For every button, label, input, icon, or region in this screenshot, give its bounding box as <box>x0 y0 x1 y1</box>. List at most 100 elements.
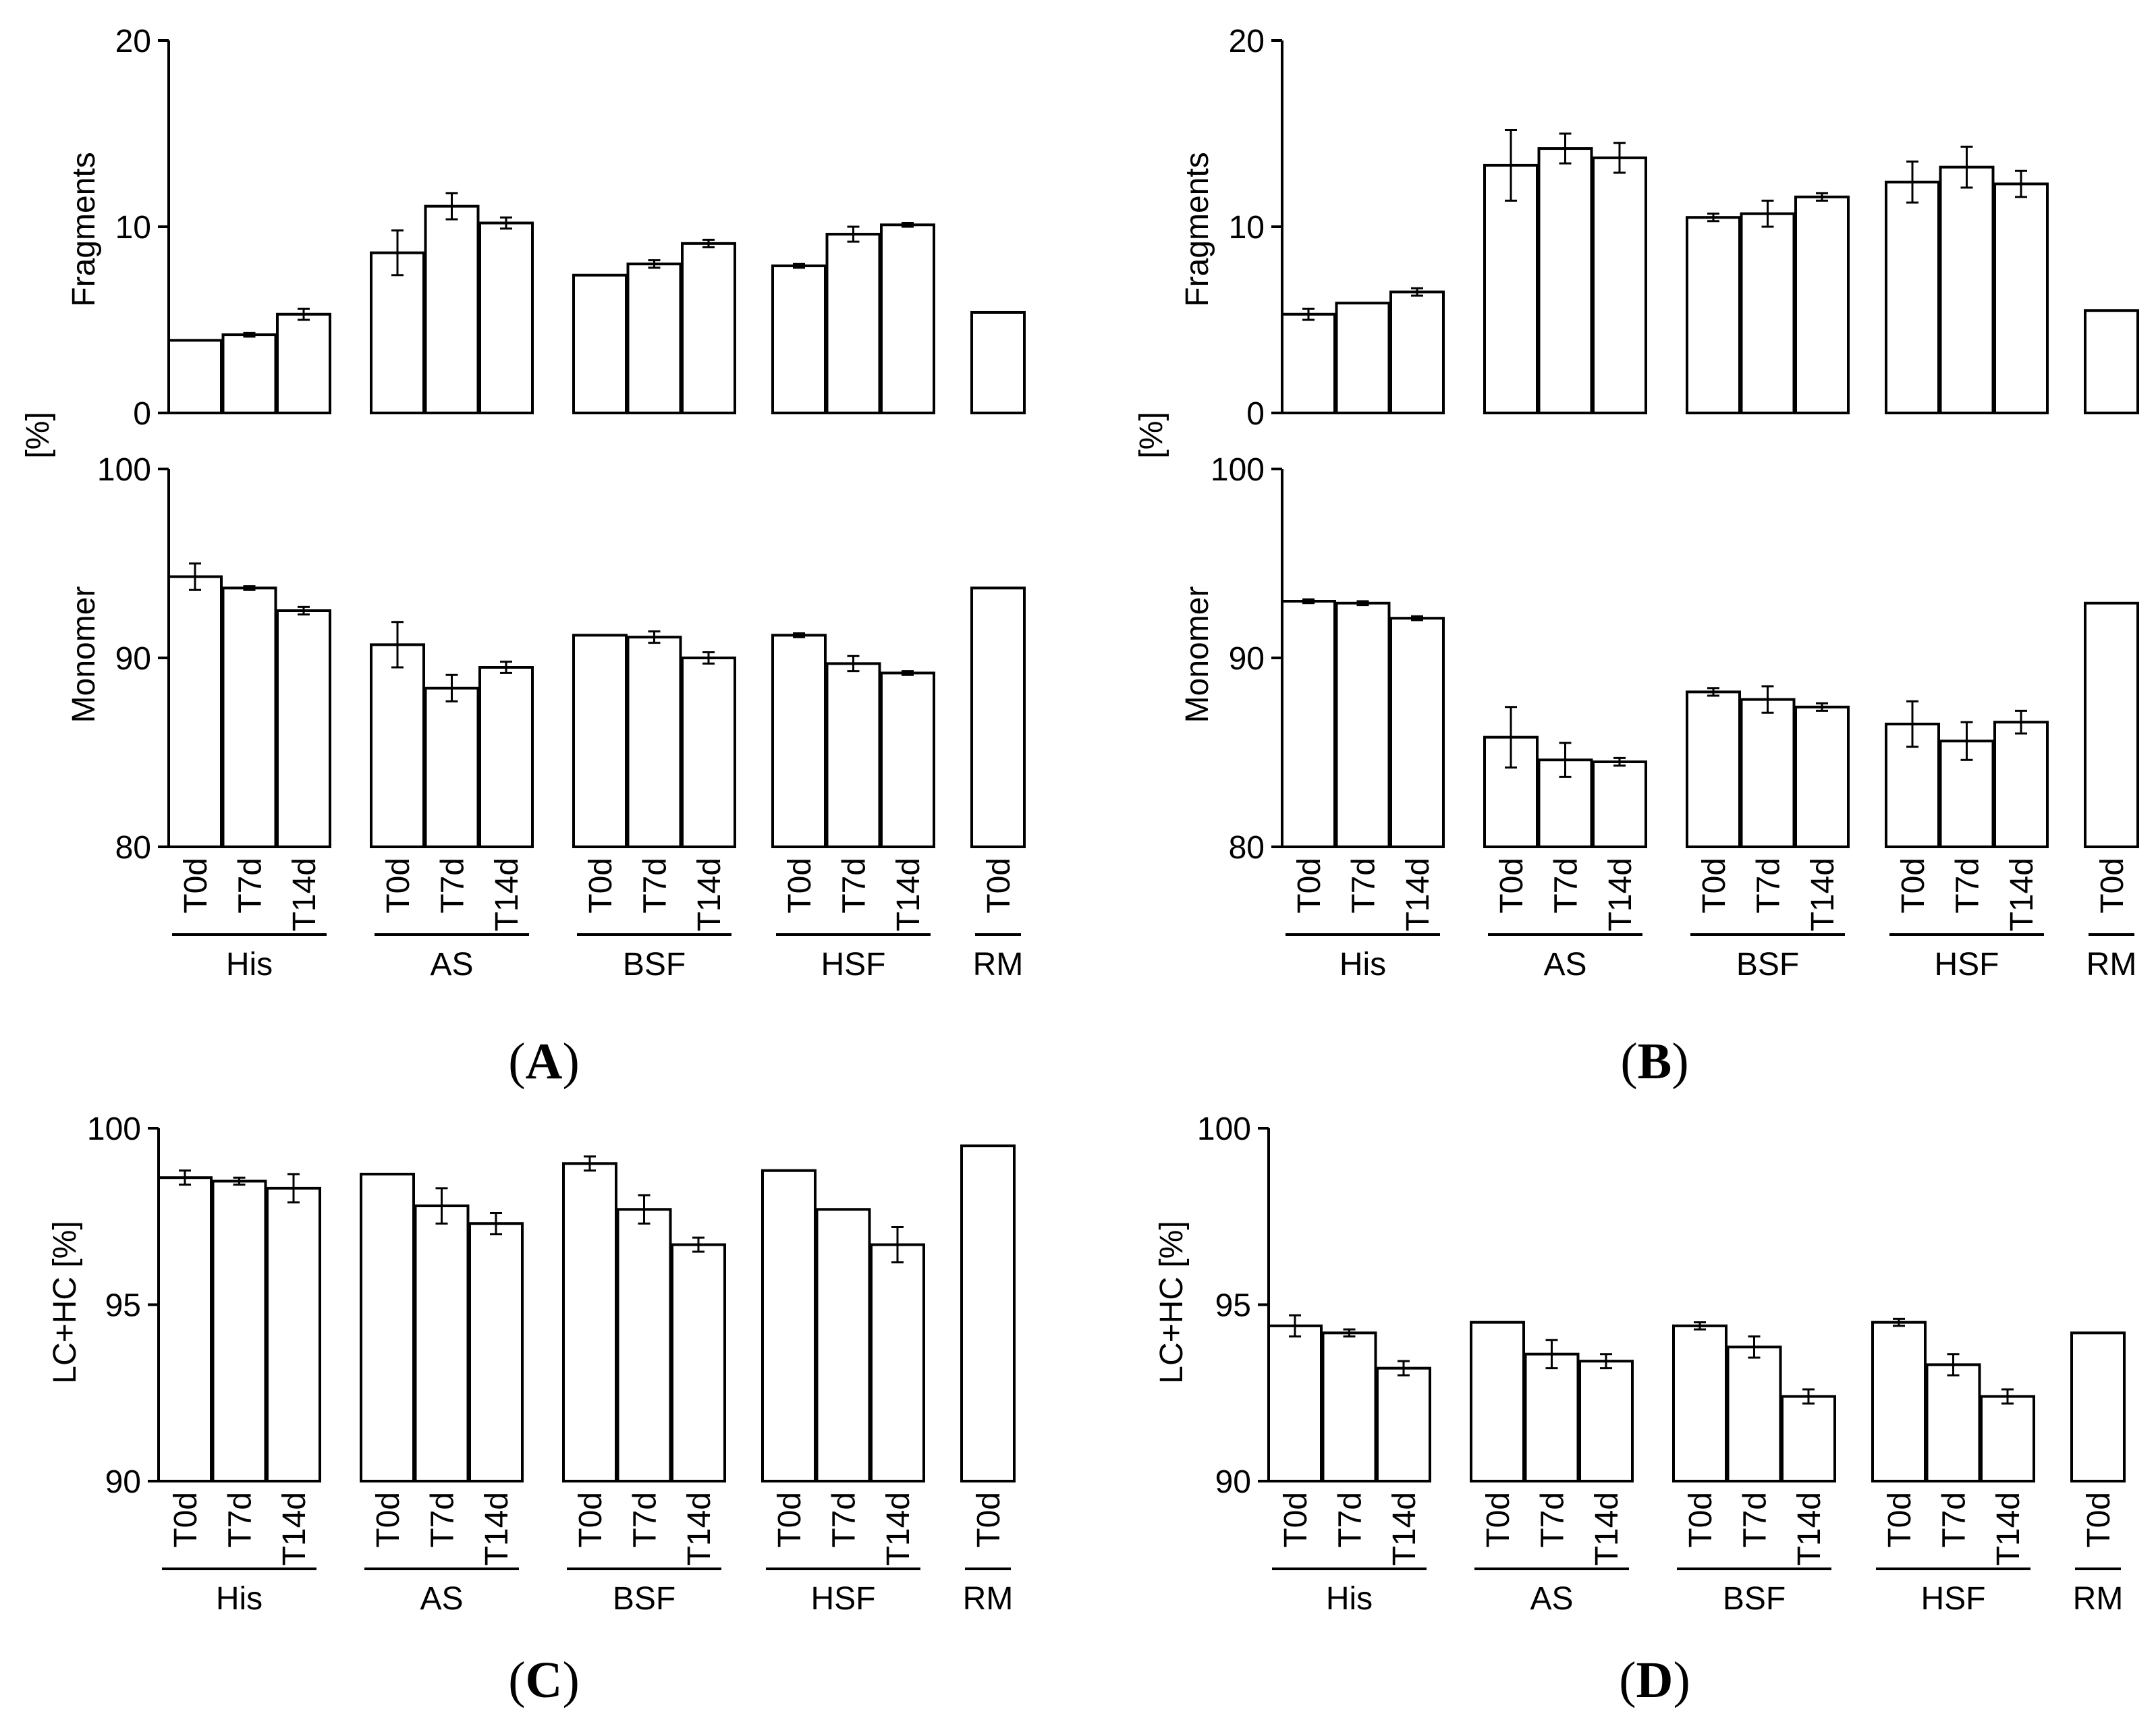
bar-a-monomer-11 <box>880 671 935 849</box>
x-tick-label-b-monomer: T14d <box>1603 858 1638 931</box>
x-tick-label-c-lchc: T14d <box>277 1492 312 1565</box>
bar-c-lchc-6 <box>562 1162 617 1483</box>
group-label-c-lchc: HSF <box>811 1581 876 1617</box>
y-tick-label-a-fragments: 20 <box>115 24 151 59</box>
group-label-d-lchc: HSF <box>1921 1581 1986 1617</box>
bar-b-fragments-5 <box>1592 156 1647 414</box>
bar-a-monomer-3 <box>370 643 425 849</box>
x-tick-label-a-monomer: T14d <box>692 858 727 931</box>
bar-a-fragments-2 <box>276 312 331 414</box>
x-tick-label-a-monomer: T0d <box>381 858 416 914</box>
group-label-c-lchc: His <box>216 1581 262 1617</box>
group-label-d-lchc: BSF <box>1723 1581 1786 1617</box>
x-tick-label-c-lchc: T7d <box>628 1492 663 1548</box>
panel-label-a: (A) <box>508 1033 580 1090</box>
x-tick-label-a-monomer: T14d <box>891 858 927 931</box>
x-tick-label-b-monomer: T7d <box>1950 858 1986 914</box>
group-label-b-monomer: HSF <box>1935 947 1999 982</box>
bar-d-lchc-3 <box>1470 1321 1525 1483</box>
y-tick-label-d-lchc: 100 <box>1197 1111 1251 1147</box>
bar-b-monomer-6 <box>1686 690 1741 849</box>
x-tick-label-d-lchc: T7d <box>1937 1492 1972 1548</box>
bar-a-monomer-6 <box>572 634 628 849</box>
bar-b-monomer-11 <box>1993 721 2049 848</box>
x-tick-label-a-monomer: T7d <box>837 858 873 914</box>
x-tick-label-c-lchc: T14d <box>682 1492 717 1565</box>
y-tick-label-c-lchc: 95 <box>105 1288 141 1324</box>
bar-c-lchc-3 <box>360 1172 415 1482</box>
x-tick-label-a-monomer: T7d <box>233 858 269 914</box>
bar-b-fragments-3 <box>1483 163 1539 414</box>
bar-a-monomer-12 <box>970 586 1026 849</box>
panel-label-d: (D) <box>1619 1652 1690 1709</box>
bar-c-lchc-0 <box>157 1176 213 1482</box>
bar-d-lchc-10 <box>1925 1363 1981 1483</box>
bar-b-fragments-2 <box>1389 290 1445 414</box>
bar-b-monomer-1 <box>1335 601 1391 848</box>
bar-a-monomer-0 <box>167 575 223 848</box>
bar-b-monomer-12 <box>2084 601 2139 848</box>
bar-c-lchc-8 <box>671 1243 726 1482</box>
ylabel-a-monomer: Monomer <box>66 586 102 723</box>
ylabel-b-fragments: Fragments <box>1180 152 1215 306</box>
bar-d-lchc-11 <box>1980 1395 2035 1482</box>
x-tick-label-a-monomer: T0d <box>782 858 818 914</box>
bar-a-monomer-2 <box>276 609 331 848</box>
bar-a-monomer-4 <box>424 686 480 848</box>
bar-a-fragments-12 <box>970 310 1026 414</box>
x-tick-label-d-lchc: T0d <box>1683 1492 1719 1548</box>
x-tick-label-d-lchc: T7d <box>1535 1492 1571 1548</box>
group-label-c-lchc: BSF <box>613 1581 675 1617</box>
group-label-a-monomer: HSF <box>821 947 886 982</box>
bar-b-fragments-7 <box>1740 212 1796 414</box>
ylabel-b-shared: [%] <box>1134 412 1169 458</box>
y-tick-label-b-fragments: 0 <box>1246 396 1265 432</box>
y-tick-label-d-lchc: 90 <box>1215 1464 1251 1500</box>
bar-b-fragments-8 <box>1794 195 1850 414</box>
y-tick-label-a-monomer: 100 <box>97 452 151 488</box>
group-label-a-monomer: His <box>226 947 273 982</box>
bar-d-lchc-7 <box>1726 1346 1782 1483</box>
x-tick-label-d-lchc: T14d <box>1589 1492 1625 1565</box>
panel-label-b: (B) <box>1620 1033 1688 1090</box>
y-tick-label-b-monomer: 90 <box>1229 641 1265 677</box>
y-tick-label-a-monomer: 90 <box>115 641 151 677</box>
y-tick-label-b-monomer: 100 <box>1211 452 1265 488</box>
chart-a-monomer: 80 90 100 T0d T7d T14d T0d T7d T14d T0d T7d T14d T0d… <box>97 452 1026 982</box>
bar-c-lchc-12 <box>960 1144 1016 1483</box>
group-label-a-monomer: RM <box>973 947 1024 982</box>
x-tick-label-c-lchc: T0d <box>573 1492 609 1548</box>
group-label-c-lchc: RM <box>963 1581 1014 1617</box>
bar-a-monomer-1 <box>221 586 277 849</box>
y-tick-label-a-fragments: 10 <box>115 210 151 246</box>
x-tick-label-b-monomer: T14d <box>1805 858 1841 931</box>
x-tick-label-c-lchc: T0d <box>772 1492 808 1548</box>
x-tick-label-d-lchc: T7d <box>1738 1492 1773 1548</box>
panel-label-c: (C) <box>508 1652 580 1709</box>
bar-b-fragments-12 <box>2084 309 2139 415</box>
bar-d-lchc-9 <box>1871 1321 1927 1483</box>
x-tick-label-b-monomer: T14d <box>1400 858 1436 931</box>
y-tick-label-d-lchc: 95 <box>1215 1288 1251 1324</box>
x-tick-label-d-lchc: T14d <box>1792 1492 1827 1565</box>
bar-a-fragments-0 <box>167 339 223 414</box>
group-label-c-lchc: AS <box>420 1581 463 1617</box>
x-tick-label-a-monomer: T0d <box>178 858 214 914</box>
x-tick-label-d-lchc: T0d <box>1481 1492 1516 1548</box>
bar-b-monomer-2 <box>1389 617 1445 848</box>
x-tick-label-d-lchc: T0d <box>1882 1492 1918 1548</box>
x-tick-label-b-monomer: T0d <box>1896 858 1931 914</box>
y-tick-label-b-fragments: 20 <box>1229 24 1265 59</box>
ylabel-d: LC+HC [%] <box>1154 1221 1190 1383</box>
bar-a-fragments-10 <box>825 233 881 414</box>
bar-a-fragments-7 <box>626 262 682 415</box>
group-label-a-monomer: AS <box>430 947 473 982</box>
bar-a-monomer-9 <box>771 634 827 849</box>
chart-b-monomer: 80 90 100 T0d T7d T14d T0d T7d T14d T0d T7d T14d T0d… <box>1211 452 2139 982</box>
x-tick-label-a-monomer: T0d <box>583 858 619 914</box>
bar-c-lchc-9 <box>761 1169 817 1482</box>
ylabel-a-fragments: Fragments <box>66 152 102 306</box>
bar-b-fragments-10 <box>1939 165 1995 414</box>
y-tick-label-b-monomer: 80 <box>1229 830 1265 866</box>
